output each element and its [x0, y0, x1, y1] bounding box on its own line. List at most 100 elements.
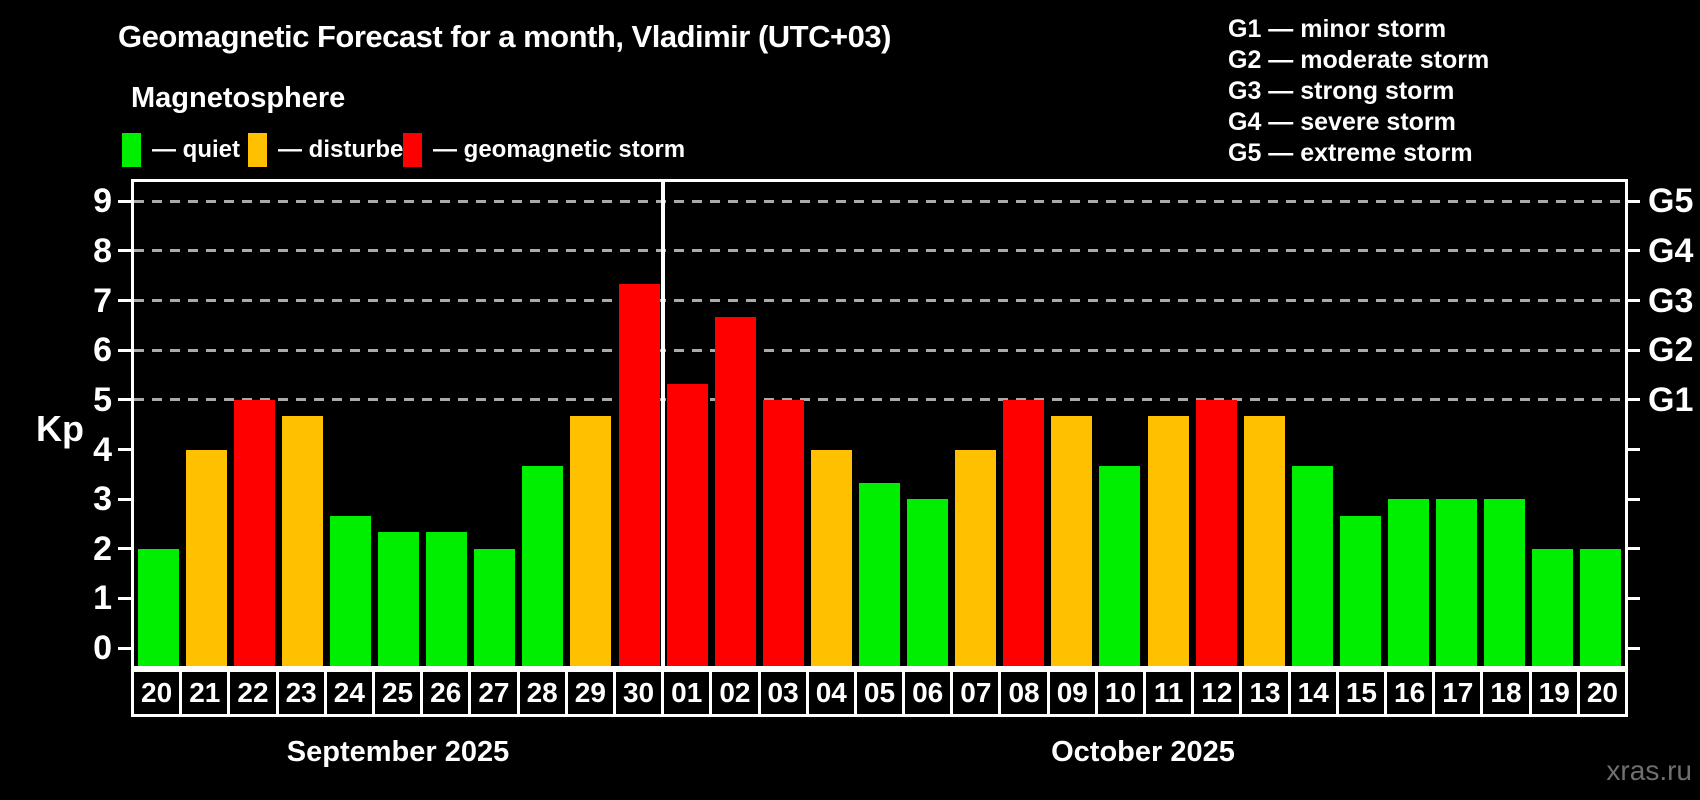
right-axis-tick-5	[1627, 398, 1640, 402]
kp-bar-day-20	[137, 548, 179, 666]
date-cell-12: 12	[1191, 669, 1243, 717]
date-cell-15: 15	[1335, 669, 1388, 717]
date-cell-23: 23	[275, 669, 327, 717]
right-axis-tick-0	[1627, 646, 1640, 650]
quiet-color-swatch	[122, 133, 141, 167]
kp-bar-day-24	[329, 515, 371, 666]
right-axis-tick-8	[1627, 249, 1640, 253]
legend-item-disturbed: — disturbed	[248, 133, 418, 167]
right-axis-tick-4	[1627, 448, 1640, 452]
date-cell-29: 29	[564, 669, 616, 717]
y-tick-label-5: 5	[93, 380, 112, 419]
right-axis-tick-6	[1627, 348, 1640, 352]
date-cell-28: 28	[516, 669, 568, 717]
gridline-kp9	[134, 199, 1625, 203]
right-axis-tick-3	[1627, 497, 1640, 501]
y-tick-label-2: 2	[93, 529, 112, 568]
g-legend-line-g3: G3 — strong storm	[1228, 77, 1455, 105]
date-cell-06: 06	[902, 669, 954, 717]
kp-bar-day-16	[1388, 499, 1430, 666]
g-scale-label-g4: G4	[1648, 231, 1694, 270]
y-tick-label-8: 8	[93, 231, 112, 270]
kp-bar-day-15	[1339, 515, 1381, 666]
kp-bar-day-11	[1147, 416, 1189, 666]
legend-item-quiet: — quiet	[122, 133, 240, 167]
date-cell-10: 10	[1094, 669, 1147, 717]
gridline-kp7	[134, 299, 1625, 303]
kp-bar-day-13	[1243, 416, 1285, 666]
right-axis-tick-1	[1627, 596, 1640, 600]
disturbed-color-swatch	[248, 133, 267, 167]
kp-bar-day-18	[1484, 499, 1526, 666]
y-axis-tick-5	[118, 398, 131, 402]
date-cell-03: 03	[757, 669, 809, 717]
date-cell-30: 30	[612, 669, 665, 717]
kp-bar-day-12	[1195, 399, 1237, 666]
y-axis-tick-7	[118, 299, 131, 303]
right-axis-tick-7	[1627, 299, 1640, 303]
date-cell-19: 19	[1528, 669, 1580, 717]
plot-area	[131, 179, 1628, 669]
date-cell-25: 25	[371, 669, 424, 717]
y-axis-tick-1	[118, 596, 131, 600]
date-cell-13: 13	[1239, 669, 1291, 717]
y-tick-label-9: 9	[93, 182, 112, 221]
kp-bar-day-03	[762, 399, 804, 666]
y-tick-label-3: 3	[93, 480, 112, 519]
y-axis-title: Kp	[36, 408, 84, 449]
month-label-october: October 2025	[1051, 736, 1235, 768]
kp-bar-day-06	[907, 499, 949, 666]
g-legend-line-g4: G4 — severe storm	[1228, 108, 1456, 136]
g-scale-legend: G1 — minor storm G2 — moderate storm G3 …	[1228, 14, 1489, 169]
date-cell-04: 04	[805, 669, 857, 717]
g-scale-label-g2: G2	[1648, 331, 1694, 370]
gridline-kp6	[134, 348, 1625, 352]
watermark: xras.ru	[1606, 755, 1692, 786]
date-cell-08: 08	[998, 669, 1050, 717]
chart-subtitle: Magnetosphere	[131, 82, 346, 114]
kp-bar-day-30	[618, 284, 660, 666]
kp-bar-day-25	[378, 532, 420, 666]
legend-item-storm: — geomagnetic storm	[403, 133, 685, 167]
y-tick-label-1: 1	[93, 579, 112, 618]
month-divider	[661, 182, 666, 666]
y-tick-label-4: 4	[93, 430, 112, 469]
kp-bar-day-19	[1532, 548, 1574, 666]
kp-bar-day-04	[810, 449, 852, 666]
date-cell-05: 05	[853, 669, 906, 717]
date-cell-17: 17	[1432, 669, 1484, 717]
date-cell-07: 07	[950, 669, 1002, 717]
g-legend-line-g1: G1 — minor storm	[1228, 15, 1447, 43]
date-cell-27: 27	[468, 669, 520, 717]
date-cell-26: 26	[420, 669, 472, 717]
kp-bar-day-10	[1099, 465, 1141, 666]
kp-bar-day-29	[570, 416, 612, 666]
y-axis-tick-2	[118, 547, 131, 551]
date-cell-18: 18	[1480, 669, 1532, 717]
y-axis-tick-0	[118, 646, 131, 650]
legend-label-quiet: — quiet	[152, 136, 240, 163]
kp-bar-day-05	[859, 482, 900, 666]
y-axis-tick-6	[118, 348, 131, 352]
date-cell-24: 24	[323, 669, 375, 717]
date-cell-21: 21	[179, 669, 231, 717]
page-title: Geomagnetic Forecast for a month, Vladim…	[118, 19, 891, 54]
kp-bar-day-20	[1580, 548, 1622, 666]
kp-bar-day-21	[185, 449, 227, 666]
y-tick-label-7: 7	[93, 281, 112, 320]
kp-bar-day-28	[522, 465, 564, 666]
storm-color-swatch	[403, 133, 422, 167]
y-axis-tick-9	[118, 199, 131, 203]
kp-bar-day-07	[955, 449, 997, 666]
y-axis-tick-4	[118, 448, 131, 452]
kp-bar-day-01	[666, 383, 708, 666]
y-tick-label-6: 6	[93, 331, 112, 370]
y-axis-tick-8	[118, 249, 131, 253]
right-axis-tick-2	[1627, 547, 1640, 551]
month-label-september: September 2025	[286, 736, 510, 768]
date-cell-16: 16	[1384, 669, 1436, 717]
kp-bar-day-14	[1291, 465, 1333, 666]
date-cell-22: 22	[227, 669, 279, 717]
kp-bar-day-22	[233, 399, 275, 666]
